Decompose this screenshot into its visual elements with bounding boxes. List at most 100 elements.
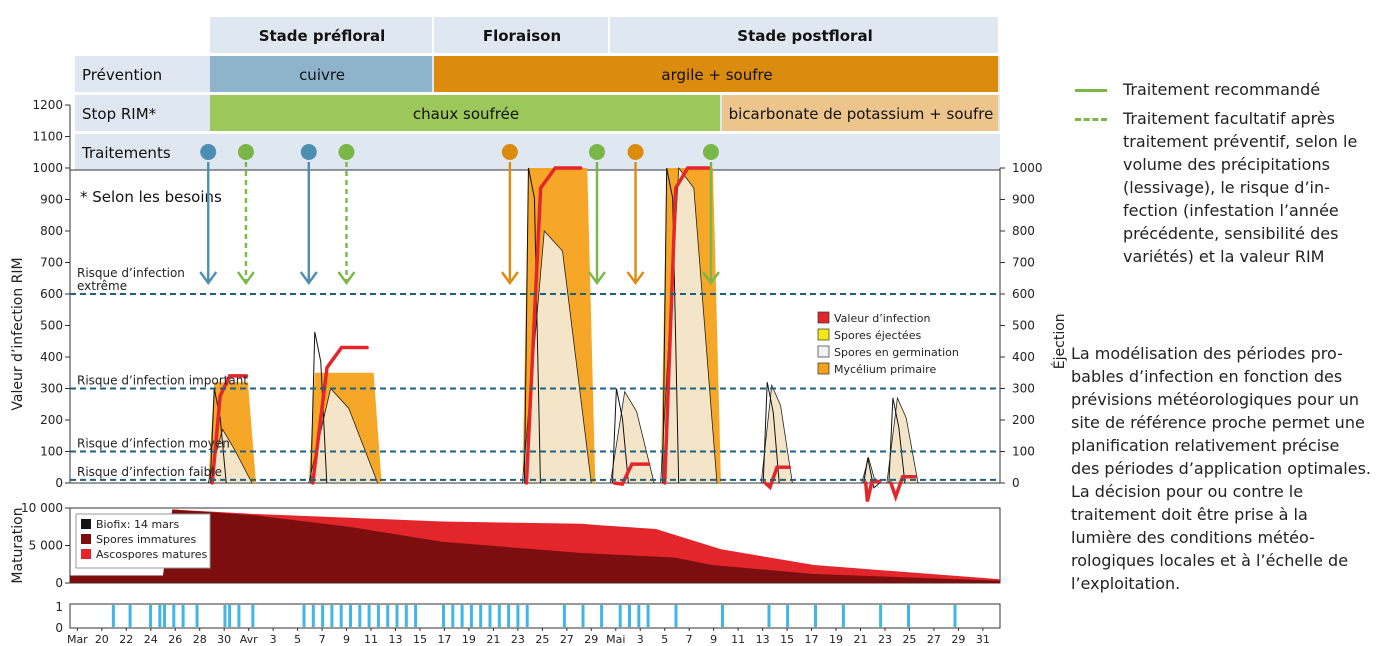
rain-bar [128, 605, 132, 627]
left-tick-label: 200 [40, 413, 63, 427]
rain-bar [525, 605, 529, 627]
x-tick-label: 9 [710, 633, 717, 646]
infection-legend-swatch [817, 362, 830, 375]
rain-panel: 01 [55, 600, 1001, 635]
germination-area [886, 396, 919, 484]
rain-bar [907, 605, 910, 627]
footnote: * Selon les besoins [80, 188, 222, 206]
x-tick-label: Mar [67, 633, 88, 646]
infection-legend-swatch [817, 311, 830, 324]
maturation-legend-swatch [81, 549, 91, 559]
rain-bar [349, 605, 352, 627]
left-tick-label: 100 [40, 445, 63, 459]
left-tick-label: 1000 [32, 161, 63, 175]
treatment-arrowhead [500, 271, 519, 286]
maturation-legend-label: Spores immatures [96, 533, 197, 546]
right-tick-label: 1000 [1012, 161, 1043, 175]
threshold-label: Risque d’infection faible [77, 465, 222, 479]
left-tick-label: 900 [40, 193, 63, 207]
treatments-label: Traitements [81, 144, 171, 162]
rain-bar [581, 605, 585, 627]
x-axis: Mar 20 22 24 26 28 30 Avr 3 5 7 9 11 13 15 17 19 21 23 25 27… [67, 628, 990, 646]
left-tick-label: 500 [40, 319, 63, 333]
stop-rim-band [722, 95, 998, 131]
x-tick-label: 11 [731, 633, 745, 646]
rain-frame [69, 603, 1001, 629]
legend-recommended-label: Traitement recommandé [1123, 80, 1321, 99]
x-tick-label: 21 [486, 633, 500, 646]
rim-value-line [864, 479, 882, 502]
rim-value-line [889, 474, 917, 502]
prevention-label: Prévention [82, 66, 162, 84]
right-tick-label: 500 [1012, 319, 1035, 333]
rain-bar [721, 605, 724, 627]
rim-value-line [612, 462, 651, 487]
threshold-label: Risque d’infection moyen [77, 437, 230, 451]
infection-legend-label: Valeur d’infection [834, 312, 931, 325]
maturation-legend-label: Biofix: 14 mars [96, 518, 179, 531]
x-tick-label: 21 [854, 633, 868, 646]
rim-value-line [662, 166, 711, 485]
right-tick-label: 400 [1012, 350, 1035, 364]
x-tick-label: 22 [119, 633, 133, 646]
x-tick-label: 13 [389, 633, 403, 646]
maturation-legend-swatch [81, 534, 91, 544]
ejection-line [523, 167, 541, 484]
x-tick-label: 28 [193, 633, 207, 646]
right-tick-label: 600 [1012, 287, 1035, 301]
rain-bar [172, 605, 176, 627]
infection-legend-label: Mycélium primaire [834, 363, 936, 376]
right-tick-label: 700 [1012, 256, 1035, 270]
x-tick-label: 15 [413, 633, 427, 646]
threshold-label: Risque d’infection [77, 266, 185, 280]
rain-bar [767, 605, 771, 627]
ejection-line [662, 167, 680, 484]
germination-area [207, 428, 253, 484]
rain-bar [195, 605, 199, 627]
rain-bar [158, 605, 162, 627]
right-tick-label: 900 [1012, 193, 1035, 207]
prevention-band [210, 56, 432, 92]
x-tick-label: 29 [584, 633, 598, 646]
rain-bar [367, 605, 371, 627]
infection-legend-swatch [817, 328, 830, 341]
treatment-arrowhead [199, 271, 218, 286]
treatment-dot [300, 144, 317, 160]
prevention-band-label: cuivre [299, 66, 345, 84]
rim-value-line [311, 345, 369, 485]
rain-bar [469, 605, 473, 627]
germination-area [760, 383, 793, 484]
x-tick-label: 27 [927, 633, 941, 646]
treatment-arrowhead [236, 271, 255, 286]
ejection-line [310, 331, 328, 484]
treatment-dot [702, 144, 719, 160]
stop-rim-band [210, 95, 720, 131]
rain-bar [814, 605, 817, 627]
left-tick-label: 1200 [32, 98, 63, 112]
rain-bar [376, 605, 380, 627]
rain-bar [149, 605, 153, 627]
rain-bar [395, 605, 399, 627]
treatment-dot [237, 144, 254, 160]
rain-bar [386, 605, 390, 627]
infection-legend-swatch [817, 345, 830, 358]
right-axis-label: Éjection [1051, 313, 1068, 369]
rain-bar [562, 605, 566, 627]
treatment-arrowhead [701, 271, 720, 286]
treatments-row [75, 134, 1000, 170]
rain-bar [637, 605, 641, 627]
x-tick-label: 24 [144, 633, 158, 646]
rain-bar [488, 605, 492, 627]
x-tick-label: 29 [951, 633, 965, 646]
stage-band [434, 17, 608, 53]
rain-bar [302, 605, 306, 627]
rain-bar [786, 605, 790, 627]
rain-bar [237, 605, 241, 627]
left-tick-label: 700 [40, 256, 63, 270]
x-tick-label: 23 [511, 633, 525, 646]
x-tick-label: 15 [780, 633, 794, 646]
x-tick-label: 3 [270, 633, 277, 646]
rain-bar [516, 605, 520, 627]
stage-band [210, 17, 432, 53]
rain-tick-label: 0 [55, 621, 63, 635]
